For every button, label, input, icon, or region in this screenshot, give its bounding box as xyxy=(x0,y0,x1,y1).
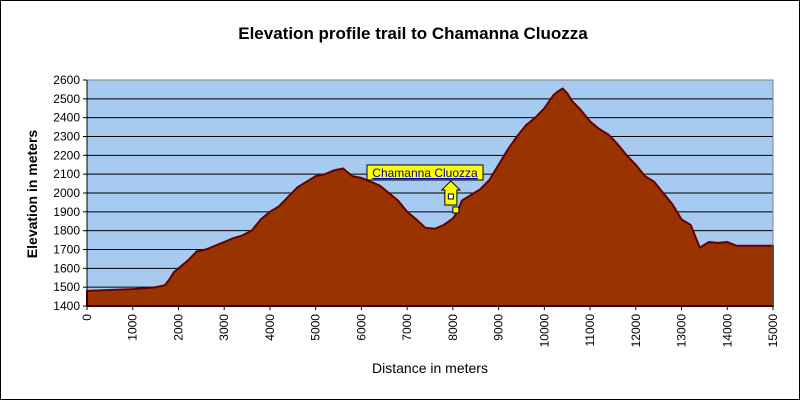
x-tick-label: 7000 xyxy=(400,314,414,341)
x-tick-label: 9000 xyxy=(492,314,506,341)
y-tick-label: 2400 xyxy=(53,111,80,125)
y-tick-label: 1800 xyxy=(53,224,80,238)
y-axis-title: Elevation in meters xyxy=(24,130,40,259)
y-tick-label: 2600 xyxy=(53,73,80,87)
plot-area: 1400 1500 1600 1700 1800 1900 2000 2100 2200 2300… xyxy=(53,73,780,347)
x-tick-label: 5000 xyxy=(309,314,323,341)
y-tick-label: 1700 xyxy=(53,243,80,257)
x-axis-title: Distance in meters xyxy=(372,360,488,376)
x-tick-label: 2000 xyxy=(171,314,185,341)
y-tick-label: 2300 xyxy=(53,130,80,144)
y-tick-label: 1600 xyxy=(53,261,80,275)
x-tick-label: 12000 xyxy=(629,314,643,348)
annotation-label: Chamanna Cluozza xyxy=(372,166,478,180)
hut-window xyxy=(447,193,454,200)
chart-title: Elevation profile trail to Chamanna Cluo… xyxy=(238,24,588,43)
elevation-area xyxy=(86,87,774,307)
y-tick-label: 2100 xyxy=(53,167,80,181)
x-tick-label: 6000 xyxy=(354,314,368,341)
x-tick-label: 0 xyxy=(80,314,94,321)
x-tick-label: 13000 xyxy=(675,314,689,348)
y-tick-label: 1400 xyxy=(53,299,80,313)
x-tick-label: 3000 xyxy=(217,314,231,341)
y-tick-label: 1500 xyxy=(53,280,80,294)
x-tick-label: 14000 xyxy=(720,314,734,348)
annotation-marker xyxy=(452,206,460,214)
hut-icon xyxy=(440,180,462,206)
x-tick-label: 4000 xyxy=(263,314,277,341)
y-tick-label: 2000 xyxy=(53,186,80,200)
x-tick-label: 15000 xyxy=(766,314,780,348)
annotation-label-box xyxy=(366,164,484,181)
y-tick-label: 1900 xyxy=(53,205,80,219)
x-tick-label: 8000 xyxy=(446,314,460,341)
x-tick-label: 10000 xyxy=(537,314,551,348)
y-tick-label: 2200 xyxy=(53,148,80,162)
x-tick-label: 1000 xyxy=(126,314,140,341)
y-tick-label: 2500 xyxy=(53,92,80,106)
x-tick-label: 11000 xyxy=(583,314,597,347)
